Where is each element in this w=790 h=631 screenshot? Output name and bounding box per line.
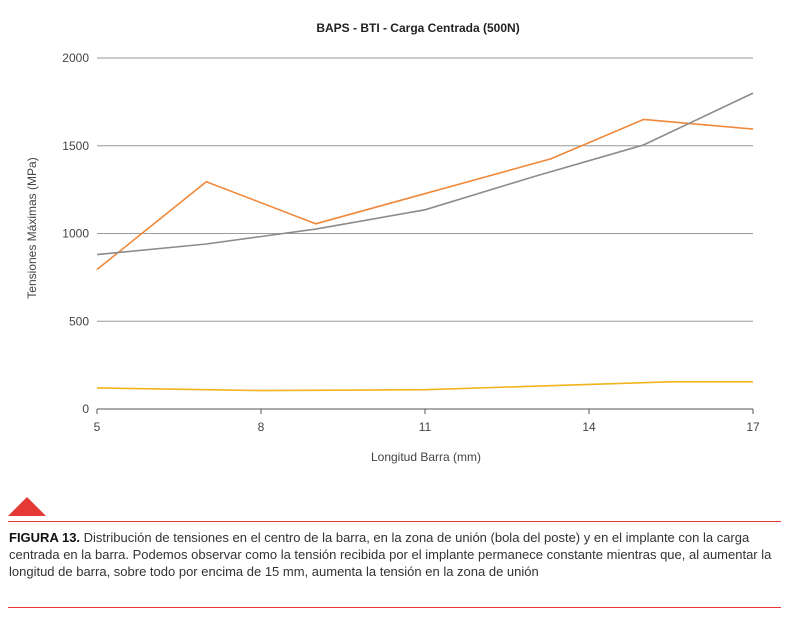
caption-label: FIGURA 13. [9, 530, 81, 545]
caption-text: Distribución de tensiones en el centro d… [9, 530, 772, 579]
y-tick-label: 1000 [62, 227, 89, 241]
y-axis-ticks: 0 500 1000 1500 2000 [62, 51, 89, 416]
y-tick-label: 500 [69, 314, 89, 328]
caption-top-rule [8, 521, 781, 522]
x-axis-label: Longitud Barra (mm) [371, 450, 481, 464]
chart-title: BAPS - BTI - Carga Centrada (500N) [316, 21, 519, 35]
caption-bottom-rule [8, 607, 781, 608]
series-line-1 [96, 118, 754, 271]
series-line-3 [96, 380, 753, 392]
x-tick-label: 5 [94, 420, 101, 434]
gridlines [97, 57, 753, 410]
x-tick-label: 8 [258, 420, 265, 434]
y-tick-label: 0 [82, 402, 89, 416]
figure-caption: FIGURA 13. Distribución de tensiones en … [9, 529, 781, 580]
y-tick-label: 2000 [62, 51, 89, 65]
x-tick-label: 14 [582, 420, 596, 434]
y-tick-label: 1500 [62, 139, 89, 153]
series-line-2 [96, 92, 754, 256]
line-chart: BAPS - BTI - Carga Centrada (500N) 5 8 11 1… [25, 21, 760, 464]
y-axis-label: Tensiones Máximas (MPa) [25, 157, 39, 298]
caption-triangle-icon [8, 497, 46, 516]
x-axis-ticks: 5 8 11 14 17 [94, 409, 760, 434]
x-tick-label: 11 [419, 420, 432, 434]
series-lines [96, 92, 754, 392]
x-tick-label: 17 [746, 420, 760, 434]
